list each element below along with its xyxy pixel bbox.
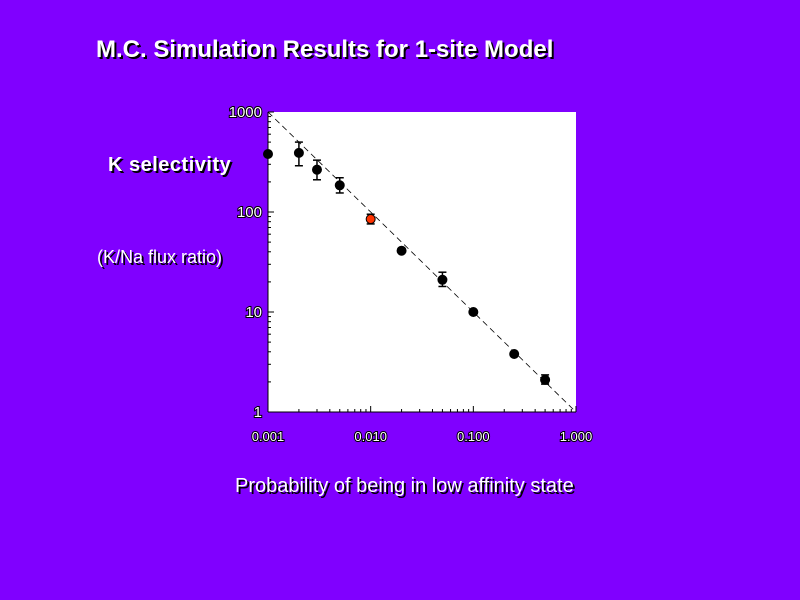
data-point (334, 180, 345, 191)
x-tick-label: 0.100 (457, 429, 490, 444)
reference-line (267, 111, 577, 413)
y-tick-label: 1000 (229, 104, 262, 121)
x-tick-label: 0.010 (354, 429, 387, 444)
x-tick-label: 1.000 (560, 429, 593, 444)
data-point (509, 349, 520, 360)
y-tick-label: 1 (254, 404, 262, 421)
data-point (263, 149, 273, 160)
data-point-highlight (365, 214, 376, 225)
data-point (437, 274, 448, 285)
data-point (540, 374, 551, 385)
data-point (468, 307, 479, 317)
y-axis-label-main: K selectivity (108, 154, 232, 176)
slide-title: M.C. Simulation Results for 1-site Model (96, 36, 554, 63)
y-axis-label-sub: (K/Na flux ratio) (97, 247, 223, 267)
x-tick-label: 0.001 (252, 429, 285, 444)
data-point (293, 147, 304, 158)
y-tick-label: 100 (237, 204, 262, 221)
data-point (311, 164, 322, 175)
data-point (396, 245, 407, 256)
x-axis-label: Probability of being in low affinity sta… (235, 475, 574, 497)
y-tick-label: 10 (245, 304, 262, 321)
